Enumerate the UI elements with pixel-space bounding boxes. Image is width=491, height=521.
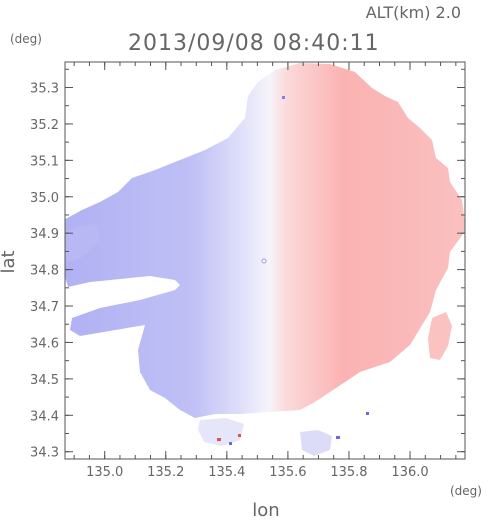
echo-fragment-west [65, 224, 100, 262]
y-tick-label: 35.2 [30, 118, 59, 133]
axis-ticks: 34.3 34.4 34.5 34.6 34.7 34.8 34.9 35.0 35.1 35.2… [30, 62, 465, 480]
y-unit-label: (deg) [10, 32, 42, 46]
radar-site-marker [261, 258, 267, 264]
y-tick-label: 34.8 [30, 264, 59, 279]
y-tick-label: 35.1 [30, 154, 59, 169]
echo-fragment-south [198, 418, 244, 446]
x-tick-label: 136.0 [391, 465, 428, 480]
echo-speck [336, 436, 340, 439]
y-tick-label: 34.6 [30, 336, 59, 351]
y-tick-label: 34.9 [30, 227, 59, 242]
echo-speck [282, 96, 285, 99]
echo-speck [238, 434, 241, 437]
echo-speck [217, 438, 221, 441]
y-tick-label: 35.0 [30, 191, 59, 206]
x-axis-title: lon [252, 500, 279, 521]
y-tick-label: 35.3 [30, 81, 59, 96]
y-tick-label: 34.5 [30, 373, 59, 388]
echo-speck [229, 442, 232, 445]
x-tick-label: 135.8 [330, 465, 367, 480]
echo-fragment-southeast [300, 430, 332, 456]
echo-speck [366, 412, 369, 415]
y-axis-title: lat [0, 250, 19, 273]
radar-velocity-field [65, 63, 465, 456]
x-unit-label: (deg) [450, 484, 482, 498]
plot-frame [64, 61, 466, 460]
echo-fragment-east [428, 312, 452, 360]
echo-main-region [65, 63, 465, 418]
x-tick-label: 135.6 [269, 465, 306, 480]
y-tick-label: 34.3 [30, 446, 59, 461]
x-tick-label: 135.4 [208, 465, 245, 480]
y-tick-label: 34.4 [30, 409, 59, 424]
x-tick-label: 135.2 [147, 465, 184, 480]
timestamp-title: 2013/09/08 08:40:11 [128, 31, 380, 56]
y-tick-label: 34.7 [30, 300, 59, 315]
x-tick-label: 135.0 [86, 465, 123, 480]
altitude-label: ALT(km) 2.0 [366, 3, 461, 22]
